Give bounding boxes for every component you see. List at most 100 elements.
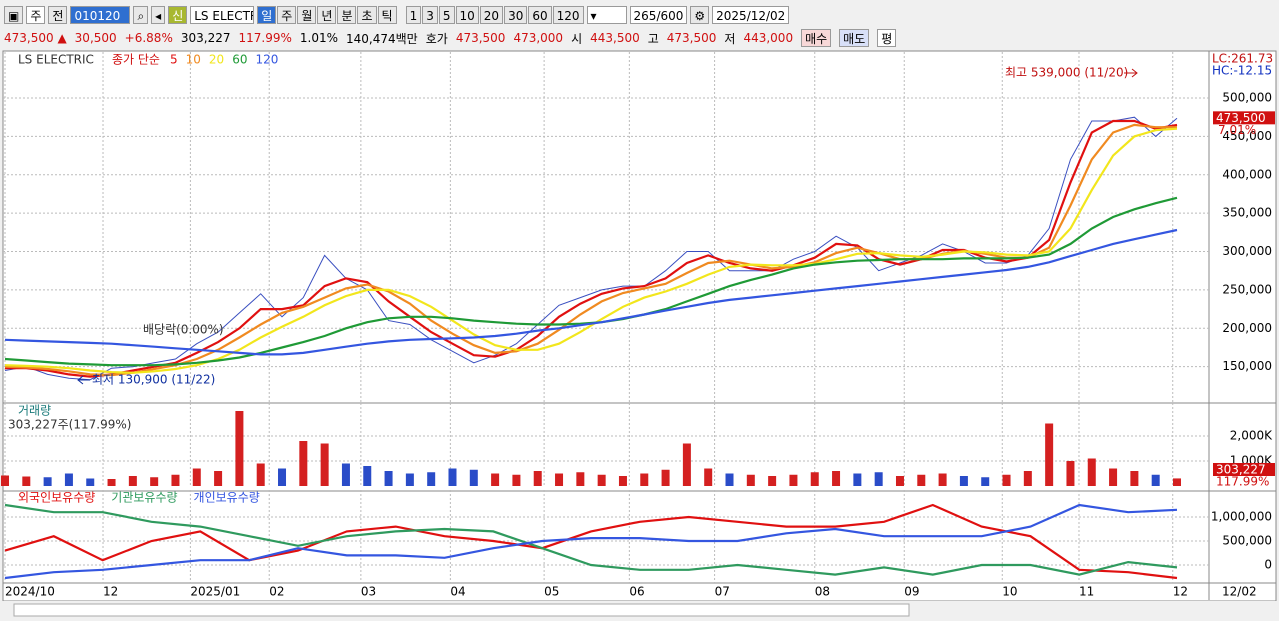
x-tick-label: 10 [1002,585,1017,599]
period-button[interactable]: 년 [317,6,337,24]
x-tick-label: 12 [103,585,118,599]
rate: +6.88% [124,31,173,45]
volume-bar [469,469,478,486]
stock-name[interactable]: LS ELECTRI [190,6,255,24]
volume-bar [43,477,52,486]
sound-icon[interactable]: ◂ [151,6,166,24]
volume-ratio: 117.99% [238,31,292,45]
interval-button[interactable]: 10 [455,6,479,24]
volume-bar [1002,474,1011,486]
volume-bar [363,466,372,486]
prev-button[interactable]: 전 [48,6,68,24]
new-badge[interactable]: 신 [168,6,188,24]
volume-bar [86,478,95,486]
date-input[interactable]: 2025/12/02 [712,6,790,24]
rate-tag-label: 7.01% [1218,123,1256,137]
volume-bar [661,469,670,486]
volume-bar [789,474,798,486]
interval-button[interactable]: 1 [405,6,422,24]
volume-bar [810,472,819,486]
volume-bar [874,472,883,486]
avg-button[interactable]: 평 [877,29,897,47]
period-button[interactable]: 주 [277,6,297,24]
volume-subtitle: 303,227주(117.99%) [8,418,131,432]
x-tick-label: 08 [815,585,830,599]
volume-bar [1151,474,1160,486]
lc-label: LC:261.73 [1212,52,1273,66]
volume-bar [320,443,329,486]
interval-button[interactable]: 120 [552,6,584,24]
volume-bar [576,472,585,486]
hc-label: HC:-12.15 [1212,64,1272,78]
volume-bar [725,473,734,486]
annotation-arrow [1124,68,1138,78]
volume-bar [938,473,947,486]
period-button[interactable]: 틱 [377,6,397,24]
low: 443,000 [743,31,794,45]
x-tick-label: 07 [715,585,730,599]
count-box[interactable]: 265/600 [629,6,688,24]
volume-bar [1173,478,1181,486]
volume-bar [704,468,713,486]
volume-bar [1066,461,1075,486]
tool-icon[interactable]: ⚙ [690,6,710,24]
annotation-high: 최고 539,000 (11/20) [1005,66,1128,80]
x-tick-label: 12 [1173,585,1188,599]
volume-bar [427,472,436,486]
scroll-track[interactable] [13,603,910,617]
period-button[interactable]: 분 [337,6,357,24]
series-line [4,127,1178,374]
period-button[interactable]: 초 [357,6,377,24]
interval-button[interactable]: 20 [479,6,504,24]
y-tick-label: 250,000 [1222,282,1272,296]
volume-bar [405,473,414,486]
y-tick-label: 300,000 [1222,244,1272,258]
volume-bar [981,477,990,486]
series-line [4,503,1178,580]
series-line [4,123,1177,377]
sell-button[interactable]: 매도 [839,29,870,47]
volume-bar [917,474,926,486]
amount: 140,474백만 [346,31,418,46]
volume-bar [278,468,287,486]
volume-bar [853,473,862,486]
volume-bar [895,476,904,486]
period-button[interactable]: 일 [257,6,277,24]
market-select[interactable]: 주 [26,6,46,24]
code-input[interactable]: 010120 [70,6,131,24]
volume-bar [299,441,308,486]
volume-bar [597,474,606,486]
y-tick-label: 450,000 [1222,129,1272,143]
volume-bar [107,479,116,486]
legend-item: 120 [255,53,278,67]
volume-tag-label: 303,227 [1216,463,1266,477]
volume-bar [1087,458,1096,486]
interval-button[interactable]: 3 [422,6,438,24]
count-max: /600 [656,9,684,23]
legend-item: 외국인보유수량 [18,491,95,505]
turnover: 1.01% [299,31,338,45]
y-tick-label: 200,000 [1222,321,1272,335]
high: 473,500 [666,31,717,45]
bid-label: 호가 [425,31,448,46]
icon[interactable]: ▣ [4,6,24,24]
interval-button[interactable]: 60 [528,6,552,24]
volume-bar [384,471,393,486]
y-tick-label: 500,000 [1222,90,1272,104]
period-button[interactable]: 월 [297,6,317,24]
search-icon[interactable]: ⌕ [133,6,149,24]
price: 473,500 ▲ [4,31,67,45]
volume-bar [235,411,244,486]
volume-bar [1045,423,1054,486]
y-tick-label: 2,000K [1230,429,1273,443]
series-line [4,503,1178,580]
blank-select[interactable]: ▾ [586,6,627,24]
buy-button[interactable]: 매수 [801,29,832,47]
interval-button[interactable]: 30 [504,6,528,24]
volume-bar [1109,468,1118,486]
interval-button[interactable]: 5 [438,6,455,24]
series-line [4,503,1178,576]
legend-item: 10 [186,53,201,67]
volume-bar [256,463,265,486]
